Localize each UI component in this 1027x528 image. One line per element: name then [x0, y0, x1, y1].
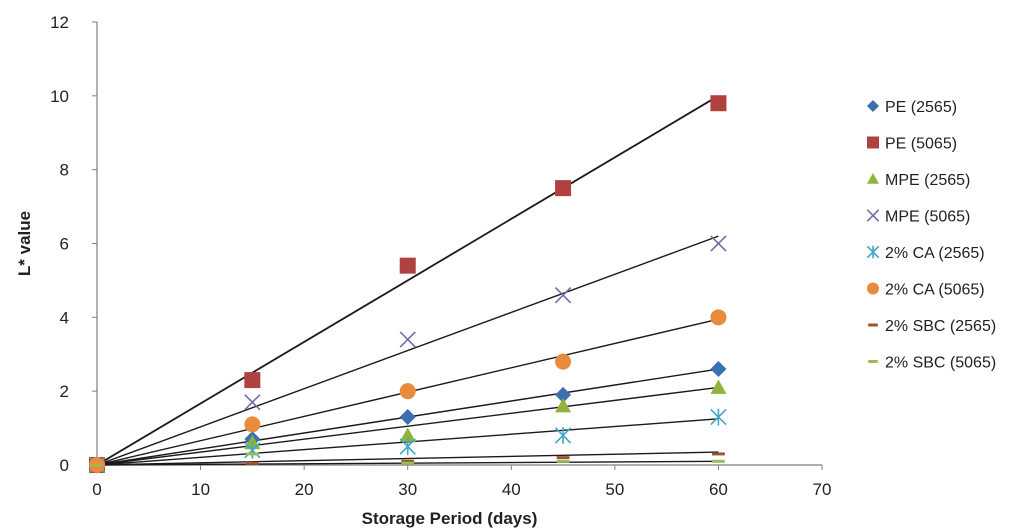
circle-marker: [867, 282, 879, 295]
square-marker: [710, 95, 727, 112]
x-tick-label: 50: [605, 480, 624, 499]
asterisk-marker: [244, 441, 261, 459]
trendline: [96, 235, 719, 466]
triangle-marker: [710, 379, 727, 394]
axes: [92, 21, 823, 470]
triangle-marker: [555, 397, 572, 413]
legend-entry-label: 2% SBC (5065): [885, 355, 996, 372]
y-tick-label: 12: [50, 13, 69, 32]
dash-marker: [712, 452, 725, 456]
circle-marker: [710, 309, 727, 326]
legend-entry-label: 2% CA (2565): [885, 245, 985, 262]
dash-marker: [556, 459, 570, 463]
triangle-marker: [867, 173, 879, 184]
dash-marker: [868, 360, 878, 363]
legend-entry-label: 2% SBC (2565): [885, 318, 996, 335]
dash-marker: [868, 323, 878, 327]
trendline: [96, 95, 719, 466]
dash-marker: [90, 463, 104, 467]
legend: PE (2565) PE (5065) MPE (2565) MPE (5065) 2%…: [866, 99, 996, 372]
dash-marker: [712, 459, 725, 463]
circle-marker: [555, 353, 572, 370]
asterisk-marker: [866, 245, 880, 259]
x-marker: [399, 331, 416, 348]
y-tick-label: 6: [60, 235, 69, 254]
x-tick-label: 20: [295, 480, 314, 499]
dash-marker: [556, 456, 570, 460]
y-tick-label: 4: [60, 308, 69, 327]
dash-marker: [401, 459, 415, 463]
square-marker: [244, 372, 261, 389]
asterisk-marker: [399, 438, 416, 455]
legend-entry-label: MPE (5065): [885, 209, 970, 226]
asterisk-marker: [554, 427, 572, 444]
diamond-marker: [399, 409, 416, 426]
y-axis-title: L* value: [15, 211, 34, 276]
square-marker: [399, 257, 416, 274]
diamond-marker: [555, 386, 572, 403]
x-axis-title: Storage Period (days): [362, 509, 538, 528]
triangle-marker: [399, 427, 416, 442]
data-markers: [88, 95, 727, 474]
x-marker: [244, 394, 261, 411]
x-tick-label: 40: [502, 480, 521, 499]
x-tick-label: 0: [92, 480, 101, 499]
x-marker: [554, 287, 572, 304]
diamond-marker: [710, 361, 727, 378]
y-tick-label: 10: [50, 87, 69, 106]
y-tick-label: 2: [60, 382, 69, 401]
circle-marker: [244, 416, 261, 433]
square-marker: [867, 136, 879, 149]
diamond-marker: [867, 100, 879, 112]
legend-entry-label: 2% CA (5065): [885, 282, 985, 299]
x-marker: [710, 235, 727, 252]
circle-marker: [399, 383, 416, 400]
square-marker: [555, 180, 572, 197]
x-marker: [866, 209, 880, 222]
dash-marker: [245, 452, 259, 456]
x-tick-label: 10: [191, 480, 210, 499]
trendline: [96, 386, 719, 466]
asterisk-marker: [710, 408, 727, 426]
x-tick-label: 60: [709, 480, 728, 499]
trendline: [96, 451, 719, 466]
x-tick-label: 70: [813, 480, 832, 499]
x-tick-label: 30: [398, 480, 417, 499]
legend-entry-label: PE (2565): [885, 99, 957, 116]
dash-marker: [245, 461, 259, 465]
legend-entry-label: MPE (2565): [885, 172, 970, 189]
tick-labels: 0 2 4 6 8 10 12 0 10 20 30 40 50 60 70: [50, 13, 831, 499]
y-tick-label: 8: [60, 161, 69, 180]
dash-marker: [401, 461, 415, 465]
y-tick-label: 0: [60, 456, 69, 475]
legend-entry-label: PE (5065): [885, 136, 957, 153]
